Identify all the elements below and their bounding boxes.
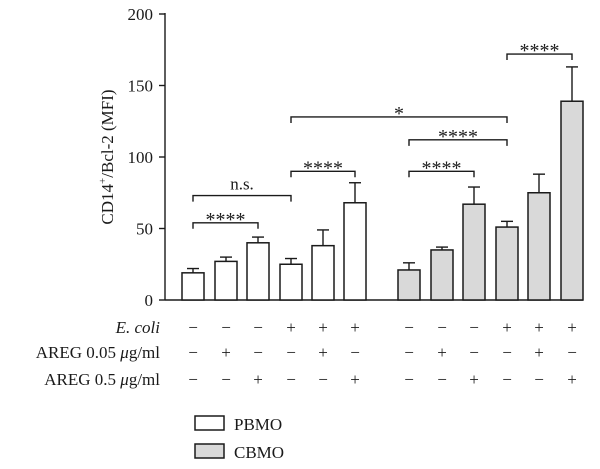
bar-cbmo: [397, 269, 421, 301]
legend-item-cbmo: CBMO: [194, 443, 284, 462]
condition-mark: −: [534, 370, 544, 389]
significance-label: ****: [303, 157, 343, 179]
condition-mark: +: [253, 370, 263, 389]
condition-mark: +: [437, 343, 447, 362]
y-tick-label: 200: [128, 5, 154, 24]
condition-mark: +: [534, 318, 544, 337]
condition-mark: +: [350, 370, 360, 389]
bar-pbmo: [311, 244, 335, 301]
condition-mark: +: [286, 318, 296, 337]
bar-pbmo: [181, 272, 205, 301]
condition-mark: −: [404, 343, 414, 362]
condition-mark: +: [350, 318, 360, 337]
significance-bracket: [192, 222, 259, 229]
condition-mark: −: [221, 370, 231, 389]
condition-mark: −: [286, 343, 296, 362]
condition-mark: −: [404, 370, 414, 389]
condition-mark: +: [534, 343, 544, 362]
condition-mark: −: [286, 370, 296, 389]
bar-pbmo: [246, 242, 270, 301]
y-axis-label: CD14+/Bcl-2 (MFI): [97, 89, 117, 224]
bar-cbmo: [430, 249, 454, 301]
condition-mark: −: [469, 343, 479, 362]
legend-swatch: [194, 443, 225, 459]
significance-label: ****: [438, 126, 478, 148]
legend-swatch: [194, 415, 225, 431]
bar-cbmo: [462, 203, 486, 301]
significance-label: ****: [520, 40, 560, 62]
condition-mark: −: [502, 343, 512, 362]
bar-pbmo: [214, 260, 238, 301]
significance-bracket: [408, 170, 475, 178]
condition-mark: −: [188, 343, 198, 362]
condition-mark: −: [188, 370, 198, 389]
condition-mark: +: [221, 343, 231, 362]
y-tick-label: 150: [128, 77, 154, 96]
condition-mark: −: [221, 318, 231, 337]
condition-mark: −: [567, 343, 577, 362]
y-tick-label: 0: [145, 291, 154, 310]
condition-mark: −: [318, 370, 328, 389]
condition-mark: +: [318, 343, 328, 362]
condition-mark: +: [469, 370, 479, 389]
condition-mark: +: [567, 318, 577, 337]
condition-mark: −: [437, 318, 447, 337]
significance-bracket: [408, 139, 508, 146]
bar-pbmo: [279, 263, 303, 301]
legend-item-pbmo: PBMO: [194, 415, 282, 434]
condition-mark: −: [253, 318, 263, 337]
y-tick-label: 50: [136, 220, 153, 239]
condition-mark: +: [318, 318, 328, 337]
legend-label: PBMO: [234, 415, 282, 434]
significance-label: ****: [422, 157, 462, 179]
condition-mark: −: [469, 318, 479, 337]
significance-bracket: [290, 170, 356, 178]
condition-mark: −: [437, 370, 447, 389]
significance-label: *: [394, 103, 404, 125]
condition-row-label: AREG 0.05 μg/ml: [36, 343, 161, 362]
condition-mark: +: [502, 318, 512, 337]
condition-row-label: AREG 0.5 μg/ml: [44, 370, 160, 389]
condition-mark: −: [350, 343, 360, 362]
y-tick-label: 100: [128, 148, 154, 167]
significance-bracket: [290, 116, 508, 123]
significance-bracket: [192, 194, 292, 202]
condition-mark: −: [188, 318, 198, 337]
bar-cbmo: [527, 192, 551, 301]
bar-cbmo: [560, 100, 584, 301]
condition-mark: −: [253, 343, 263, 362]
significance-label: ****: [206, 209, 246, 231]
condition-mark: −: [502, 370, 512, 389]
legend-label: CBMO: [234, 443, 284, 462]
condition-mark: −: [404, 318, 414, 337]
condition-row-label: E. coli: [115, 318, 161, 337]
significance-label: n.s.: [230, 175, 254, 194]
significance-bracket: [506, 53, 573, 61]
condition-mark: +: [567, 370, 577, 389]
bar-pbmo: [343, 202, 367, 301]
bar-cbmo: [495, 226, 519, 301]
